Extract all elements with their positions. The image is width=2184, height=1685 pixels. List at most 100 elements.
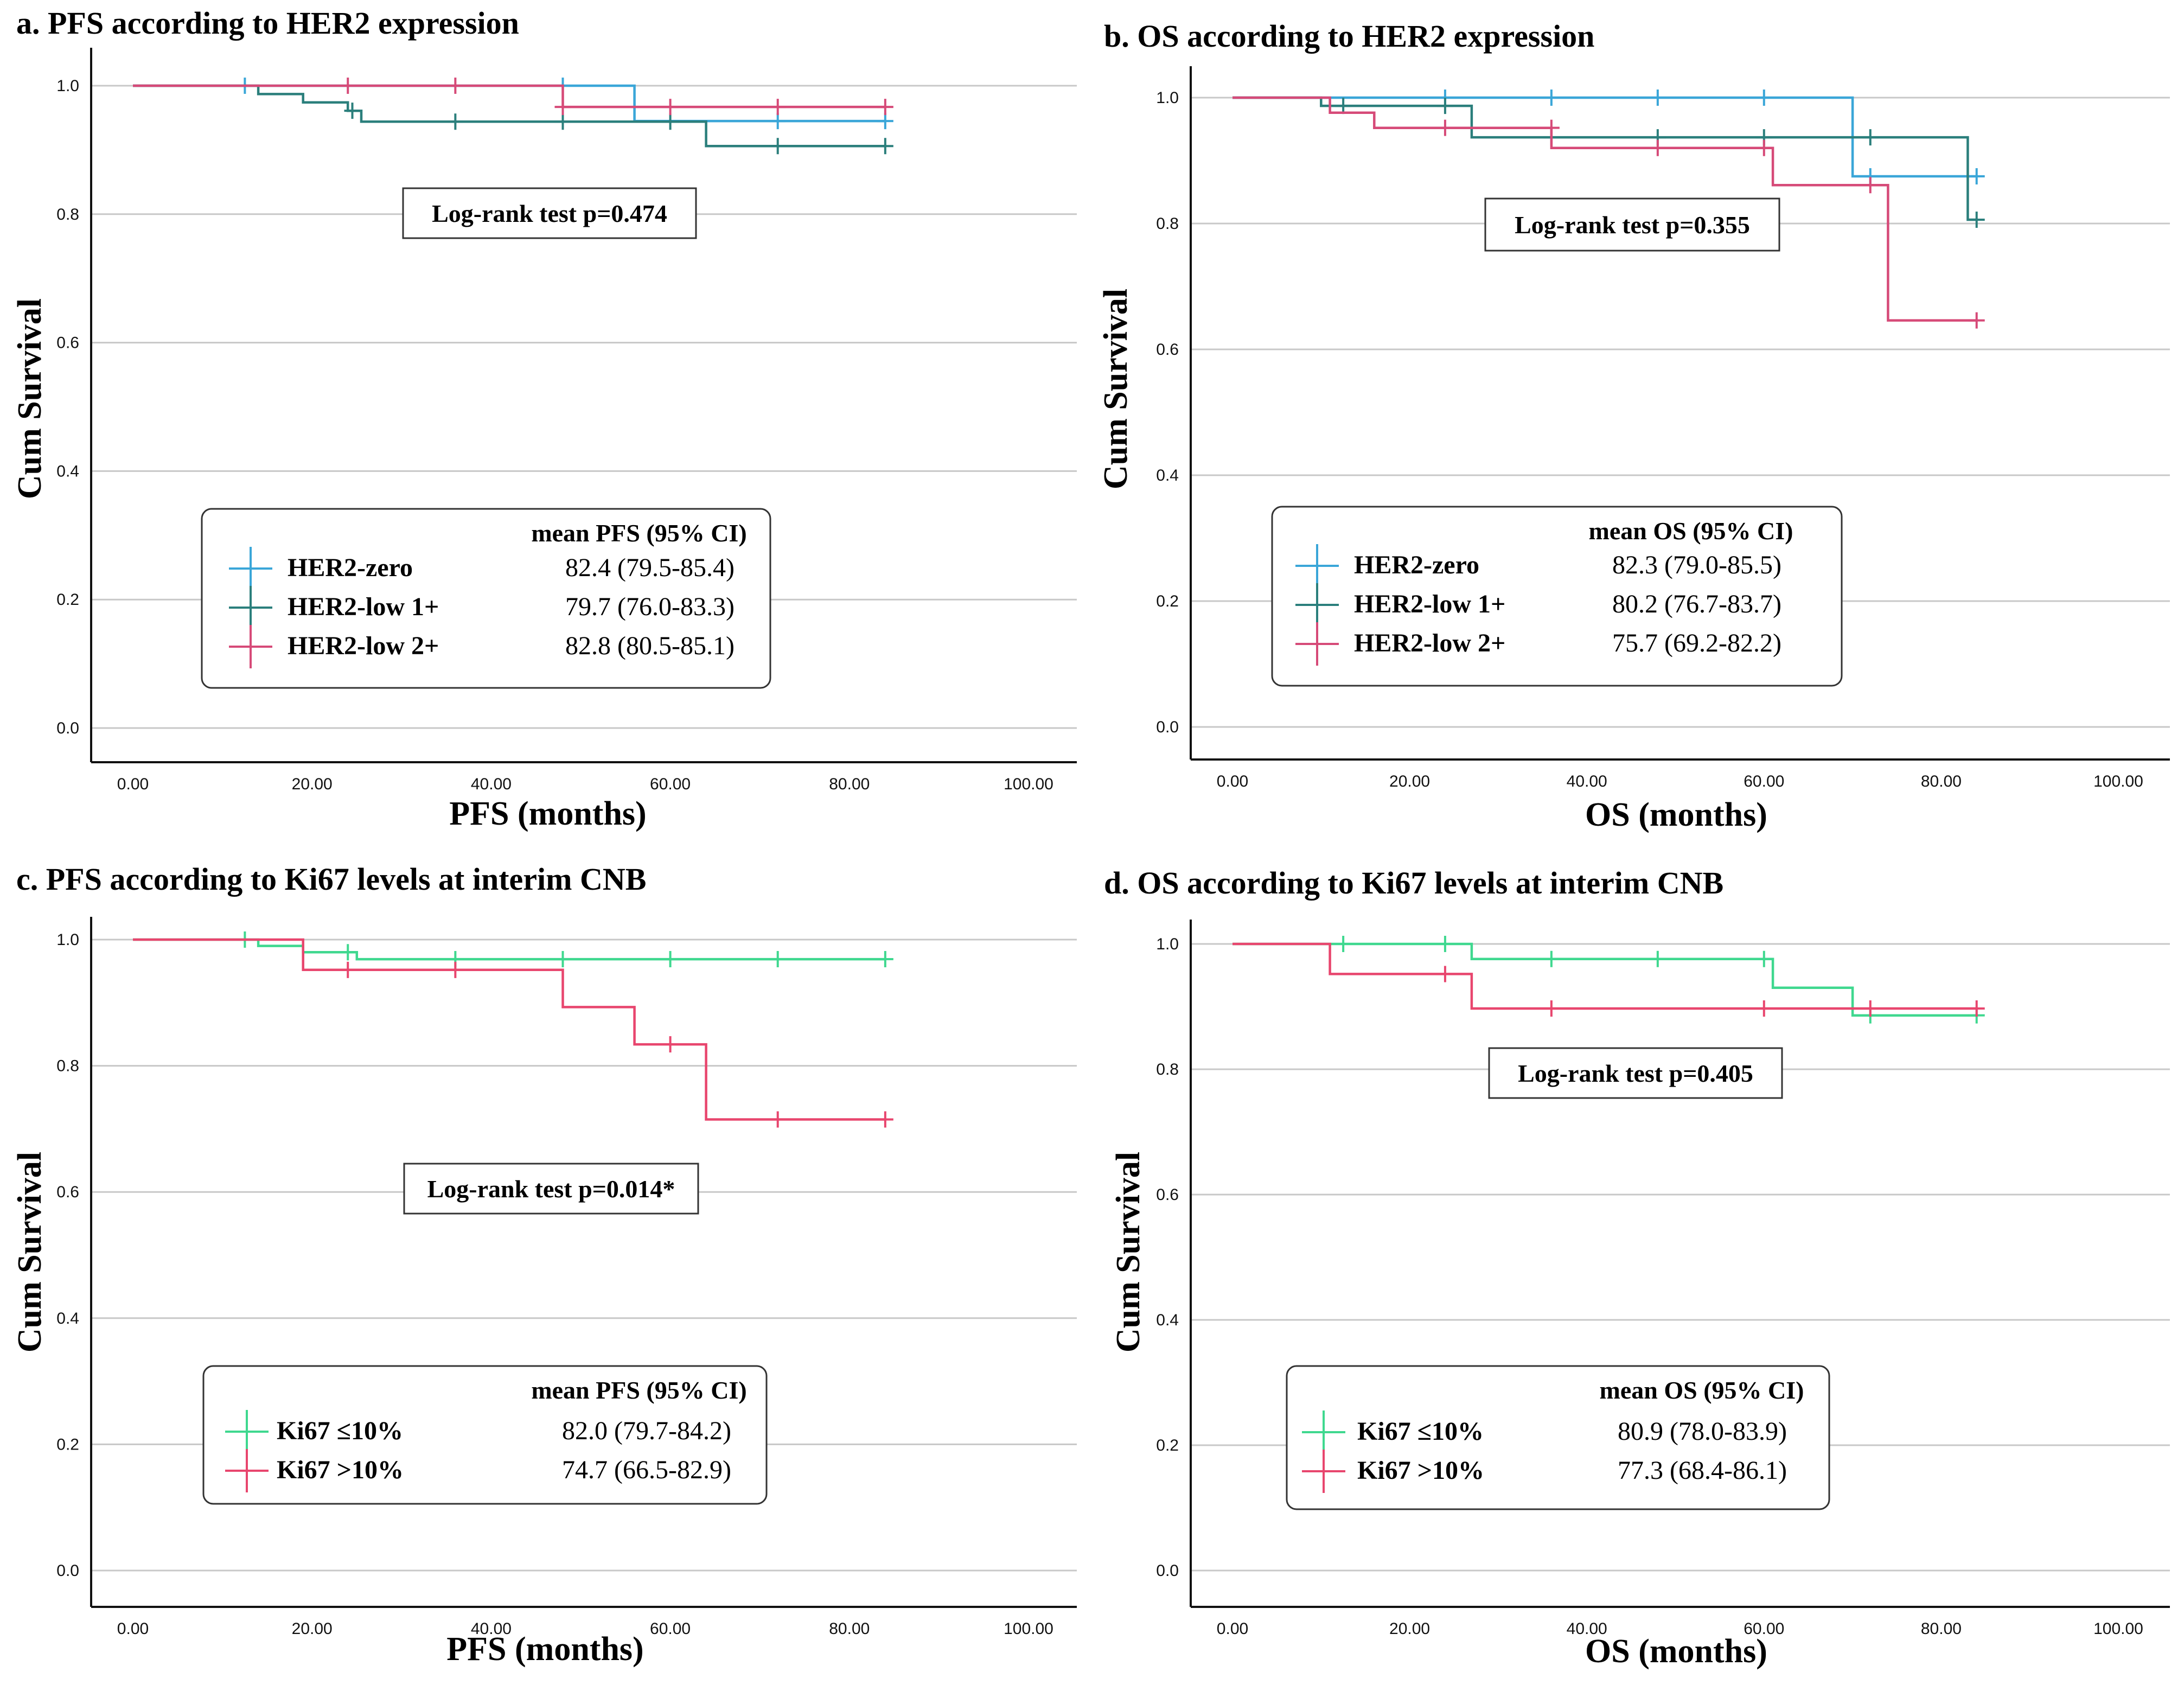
legend-value: 82.4 (79.5-85.4): [565, 553, 735, 582]
x-tick-label: 0.00: [117, 775, 149, 793]
legend-header: mean PFS (95% CI): [531, 1376, 746, 1404]
chart-panel-b: b. OS according to HER2 expression 0.0 0.2…: [1097, 18, 2170, 833]
logrank-box: [403, 1163, 699, 1215]
chart-panel-c: c. PFS according to Ki67 levels at inter…: [11, 861, 1077, 1668]
series-line-1: [133, 938, 885, 1121]
x-tick-label: 100.00: [1004, 1620, 1053, 1638]
censor-mark: [554, 113, 571, 130]
x-tick-label: 20.00: [1389, 773, 1430, 790]
y-tick-label: 0.8: [56, 1057, 79, 1075]
y-tick-label: 1.0: [1156, 89, 1179, 107]
x-axis-title: PFS (months): [449, 795, 646, 832]
logrank-text: Log-rank test p=0.405: [1518, 1059, 1753, 1087]
x-tick-label: 20.00: [292, 1620, 333, 1638]
y-tick-label: 0.4: [1156, 1311, 1179, 1329]
censor-mark: [1543, 90, 1560, 106]
legend-label: Ki67 >10%: [277, 1456, 404, 1484]
censor-mark: [1436, 936, 1453, 952]
censor-mark: [877, 99, 893, 116]
censor-mark: [769, 113, 786, 130]
y-tick-label: 0.6: [56, 1183, 79, 1201]
y-tick-label: 0.2: [1156, 1437, 1179, 1454]
censor-mark: [1755, 139, 1772, 156]
y-tick-label: 0.8: [1156, 215, 1179, 233]
legend-marker: [1295, 583, 1339, 627]
legend-marker: [1302, 1450, 1345, 1493]
y-tick-label: 1.0: [56, 77, 79, 95]
legend-value: 77.3 (68.4-86.1): [1618, 1456, 1787, 1485]
censor-mark: [1543, 1000, 1560, 1017]
series-line-1: [1233, 96, 1977, 221]
chart-title: b. OS according to HER2 expression: [1104, 18, 1594, 54]
y-tick-label: 0.6: [1156, 341, 1179, 359]
y-tick-label: 0.2: [56, 1435, 79, 1453]
censor-mark: [1968, 168, 1985, 184]
censor-mark: [1436, 98, 1453, 114]
chart-title: c. PFS according to Ki67 levels at inter…: [16, 861, 646, 897]
series-line-1: [133, 84, 885, 148]
y-tick-label: 0.8: [1156, 1061, 1179, 1078]
censor-mark: [1755, 1000, 1772, 1017]
x-tick-label: 40.00: [471, 1620, 512, 1638]
x-axis-title: OS (months): [1585, 796, 1767, 833]
y-tick-label: 1.0: [56, 931, 79, 949]
legend-box: [201, 508, 771, 689]
censor-mark: [1649, 950, 1666, 967]
legend-label: Ki67 ≤10%: [1357, 1417, 1484, 1446]
legend-marker: [1295, 622, 1339, 666]
censor-mark: [344, 103, 361, 119]
censor-mark: [447, 961, 464, 978]
y-tick-label: 0.6: [1156, 1186, 1179, 1204]
series-line-2: [1233, 96, 1977, 322]
legend-header: mean OS (95% CI): [1600, 1376, 1804, 1404]
legend-label: Ki67 >10%: [1357, 1456, 1484, 1485]
y-axis-title: Cum Survival: [11, 1152, 48, 1352]
censor-mark: [877, 113, 893, 130]
x-tick-label: 100.00: [2093, 773, 2143, 790]
legend-value: 75.7 (69.2-82.2): [1612, 629, 1781, 658]
logrank-box: [1488, 1047, 1783, 1099]
chart-title: d. OS according to Ki67 levels at interi…: [1104, 865, 1723, 901]
censor-mark: [662, 951, 679, 968]
legend-marker: [229, 625, 272, 668]
censor-mark: [1436, 966, 1453, 982]
x-tick-label: 80.00: [829, 775, 870, 793]
censor-mark: [662, 99, 679, 116]
x-tick-label: 60.00: [1744, 773, 1784, 790]
censor-mark: [1862, 1000, 1879, 1017]
y-tick-label: 0.0: [56, 1562, 79, 1580]
x-tick-label: 80.00: [829, 1620, 870, 1638]
y-tick-label: 0.2: [56, 591, 79, 609]
legend-value: 74.7 (66.5-82.9): [562, 1456, 731, 1484]
censor-mark: [877, 1111, 893, 1128]
censor-mark: [340, 961, 356, 978]
y-tick-label: 0.0: [56, 719, 79, 737]
x-axis-title: OS (months): [1585, 1633, 1767, 1670]
censor-mark: [1968, 212, 1985, 228]
censor-mark: [554, 99, 571, 116]
x-tick-label: 60.00: [650, 1620, 691, 1638]
series-line-0: [1233, 942, 1977, 1017]
censor-mark: [769, 951, 786, 968]
censor-mark: [447, 113, 464, 130]
censor-mark: [877, 138, 893, 155]
y-tick-label: 0.4: [56, 1310, 79, 1327]
legend-label: HER2-zero: [1354, 551, 1479, 579]
x-tick-label: 40.00: [1567, 773, 1607, 790]
x-tick-label: 0.00: [1217, 773, 1248, 790]
censor-mark: [769, 99, 786, 116]
series-line-1: [1233, 942, 1977, 1010]
x-tick-label: 20.00: [292, 775, 333, 793]
chart-panel-d: d. OS according to Ki67 levels at interi…: [1104, 865, 2170, 1670]
x-tick-label: 100.00: [1004, 775, 1053, 793]
legend-label: HER2-low 2+: [1354, 629, 1505, 658]
y-tick-label: 0.6: [56, 334, 79, 352]
y-axis-title: Cum Survival: [1097, 289, 1134, 489]
censor-mark: [1649, 139, 1666, 156]
y-tick-label: 0.8: [56, 206, 79, 224]
censor-mark: [769, 1111, 786, 1128]
legend-box: [202, 1365, 768, 1505]
x-tick-label: 100.00: [2093, 1620, 2143, 1638]
logrank-box: [1484, 197, 1780, 252]
legend-marker: [1295, 544, 1339, 588]
